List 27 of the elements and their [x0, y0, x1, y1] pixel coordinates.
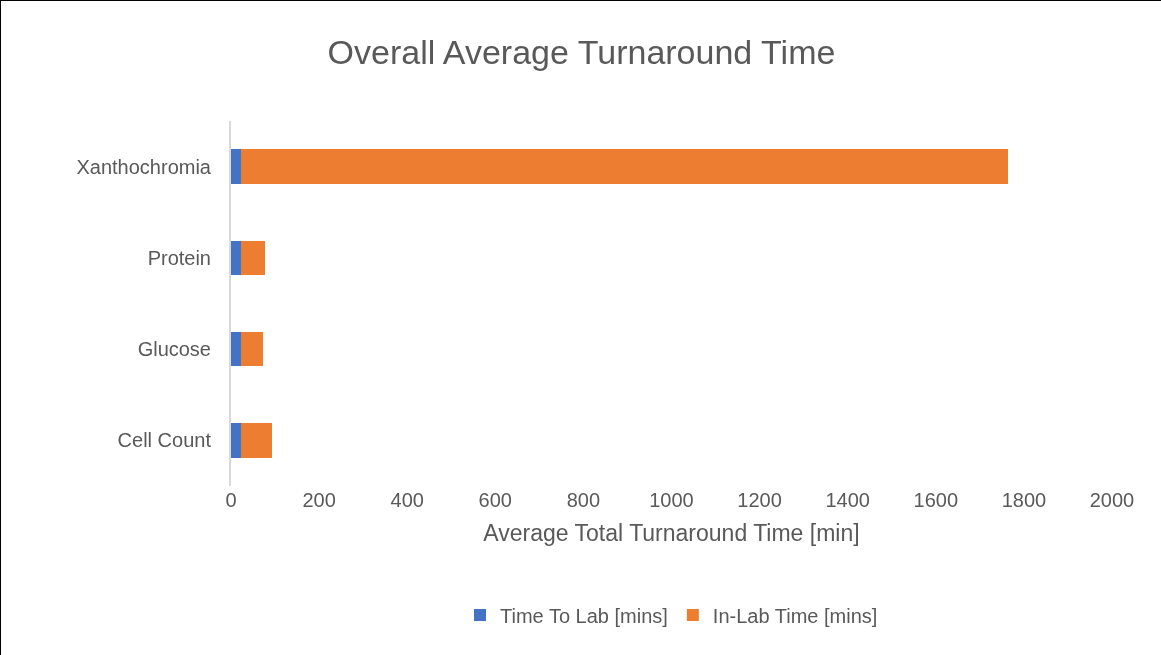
x-tick-label: 600	[478, 489, 512, 511]
y-tick-label: Protein	[147, 246, 211, 269]
y-tick-label: Cell Count	[117, 429, 212, 452]
x-tick-label: 0	[225, 489, 237, 511]
legend-label: Time To Lab [mins]	[500, 604, 668, 627]
bar	[240, 331, 264, 367]
y-tick-label: Glucose	[137, 338, 211, 361]
x-tick-label: 1800	[1001, 489, 1047, 511]
x-tick-label: 1000	[649, 489, 694, 511]
x-tick-label: 2000	[1089, 489, 1135, 511]
x-tick-label: 800	[566, 489, 601, 511]
legend-label: In-Lab Time [mins]	[712, 604, 878, 627]
bar	[240, 240, 266, 276]
bar	[231, 240, 241, 276]
x-tick-label: 1400	[825, 489, 870, 511]
bar	[231, 149, 241, 184]
bar	[231, 423, 241, 458]
bar	[231, 331, 241, 367]
x-tick-label: 1600	[913, 489, 959, 511]
x-tick-label: 200	[302, 489, 336, 511]
x-tick-label: 1200	[737, 489, 782, 511]
x-tick-label: 400	[390, 489, 424, 511]
x-axis-title: Average Total Turnaround Time [min]	[483, 519, 860, 546]
bar	[240, 423, 273, 458]
bar	[240, 149, 1009, 184]
y-tick-label: Xanthochromia	[76, 155, 212, 178]
chart-title: Overall Average Turnaround Time	[327, 33, 836, 72]
